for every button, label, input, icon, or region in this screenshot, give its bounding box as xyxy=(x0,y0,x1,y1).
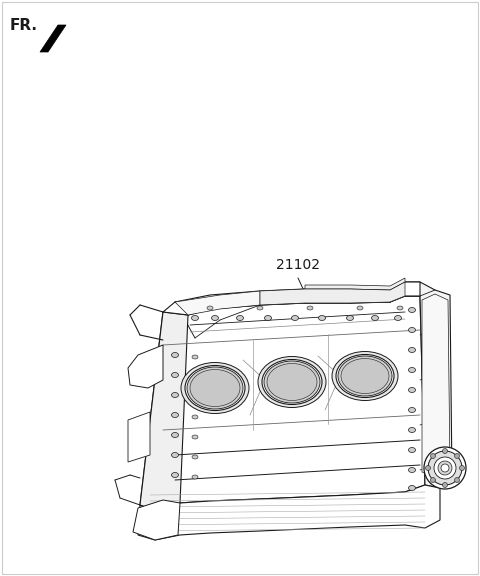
Ellipse shape xyxy=(431,478,435,483)
Ellipse shape xyxy=(307,306,313,310)
Ellipse shape xyxy=(455,453,459,458)
Ellipse shape xyxy=(192,375,198,379)
Text: FR.: FR. xyxy=(10,18,38,33)
Ellipse shape xyxy=(262,359,322,404)
Ellipse shape xyxy=(319,316,325,320)
Ellipse shape xyxy=(408,347,416,353)
Ellipse shape xyxy=(425,465,431,471)
Ellipse shape xyxy=(192,316,199,320)
Ellipse shape xyxy=(395,316,401,320)
Ellipse shape xyxy=(372,316,379,320)
Ellipse shape xyxy=(438,461,452,475)
Polygon shape xyxy=(128,412,150,462)
Ellipse shape xyxy=(185,366,245,411)
Ellipse shape xyxy=(357,306,363,310)
Polygon shape xyxy=(422,294,450,478)
Ellipse shape xyxy=(336,354,394,397)
Ellipse shape xyxy=(428,451,462,485)
Ellipse shape xyxy=(171,353,179,358)
Ellipse shape xyxy=(171,433,179,438)
Ellipse shape xyxy=(187,367,243,409)
Ellipse shape xyxy=(408,388,416,392)
Polygon shape xyxy=(140,312,188,510)
Ellipse shape xyxy=(408,427,416,433)
Ellipse shape xyxy=(207,306,213,310)
Ellipse shape xyxy=(257,306,263,310)
Polygon shape xyxy=(305,278,405,290)
Ellipse shape xyxy=(408,328,416,332)
Ellipse shape xyxy=(408,468,416,472)
Ellipse shape xyxy=(264,361,320,403)
Polygon shape xyxy=(260,282,405,305)
Ellipse shape xyxy=(338,356,392,396)
Ellipse shape xyxy=(408,448,416,453)
Ellipse shape xyxy=(443,483,447,487)
Ellipse shape xyxy=(181,362,249,414)
Polygon shape xyxy=(128,345,163,388)
Ellipse shape xyxy=(190,369,240,407)
Text: 21102: 21102 xyxy=(276,258,320,272)
Ellipse shape xyxy=(237,316,243,320)
Ellipse shape xyxy=(192,395,198,399)
Ellipse shape xyxy=(441,464,449,472)
Polygon shape xyxy=(163,282,420,315)
Ellipse shape xyxy=(455,478,459,483)
Ellipse shape xyxy=(408,367,416,373)
Ellipse shape xyxy=(212,316,218,320)
Ellipse shape xyxy=(267,363,317,400)
Ellipse shape xyxy=(171,392,179,397)
Ellipse shape xyxy=(192,435,198,439)
Ellipse shape xyxy=(408,486,416,491)
Ellipse shape xyxy=(192,475,198,479)
Ellipse shape xyxy=(171,412,179,418)
Polygon shape xyxy=(140,296,425,510)
Ellipse shape xyxy=(192,415,198,419)
Polygon shape xyxy=(175,291,260,315)
Ellipse shape xyxy=(397,306,403,310)
Ellipse shape xyxy=(408,308,416,313)
Ellipse shape xyxy=(341,358,389,393)
Ellipse shape xyxy=(332,351,398,400)
Ellipse shape xyxy=(192,355,198,359)
Ellipse shape xyxy=(171,373,179,377)
Ellipse shape xyxy=(459,465,465,471)
Polygon shape xyxy=(40,25,66,52)
Polygon shape xyxy=(405,282,452,488)
Ellipse shape xyxy=(291,316,299,320)
Ellipse shape xyxy=(431,453,435,458)
Ellipse shape xyxy=(171,472,179,478)
Ellipse shape xyxy=(443,449,447,453)
Ellipse shape xyxy=(258,357,326,407)
Ellipse shape xyxy=(434,457,456,479)
Ellipse shape xyxy=(408,407,416,412)
Ellipse shape xyxy=(264,316,272,320)
Polygon shape xyxy=(133,500,180,540)
Ellipse shape xyxy=(347,316,353,320)
Ellipse shape xyxy=(424,447,466,489)
Ellipse shape xyxy=(171,453,179,457)
Ellipse shape xyxy=(192,455,198,459)
Polygon shape xyxy=(138,485,440,540)
